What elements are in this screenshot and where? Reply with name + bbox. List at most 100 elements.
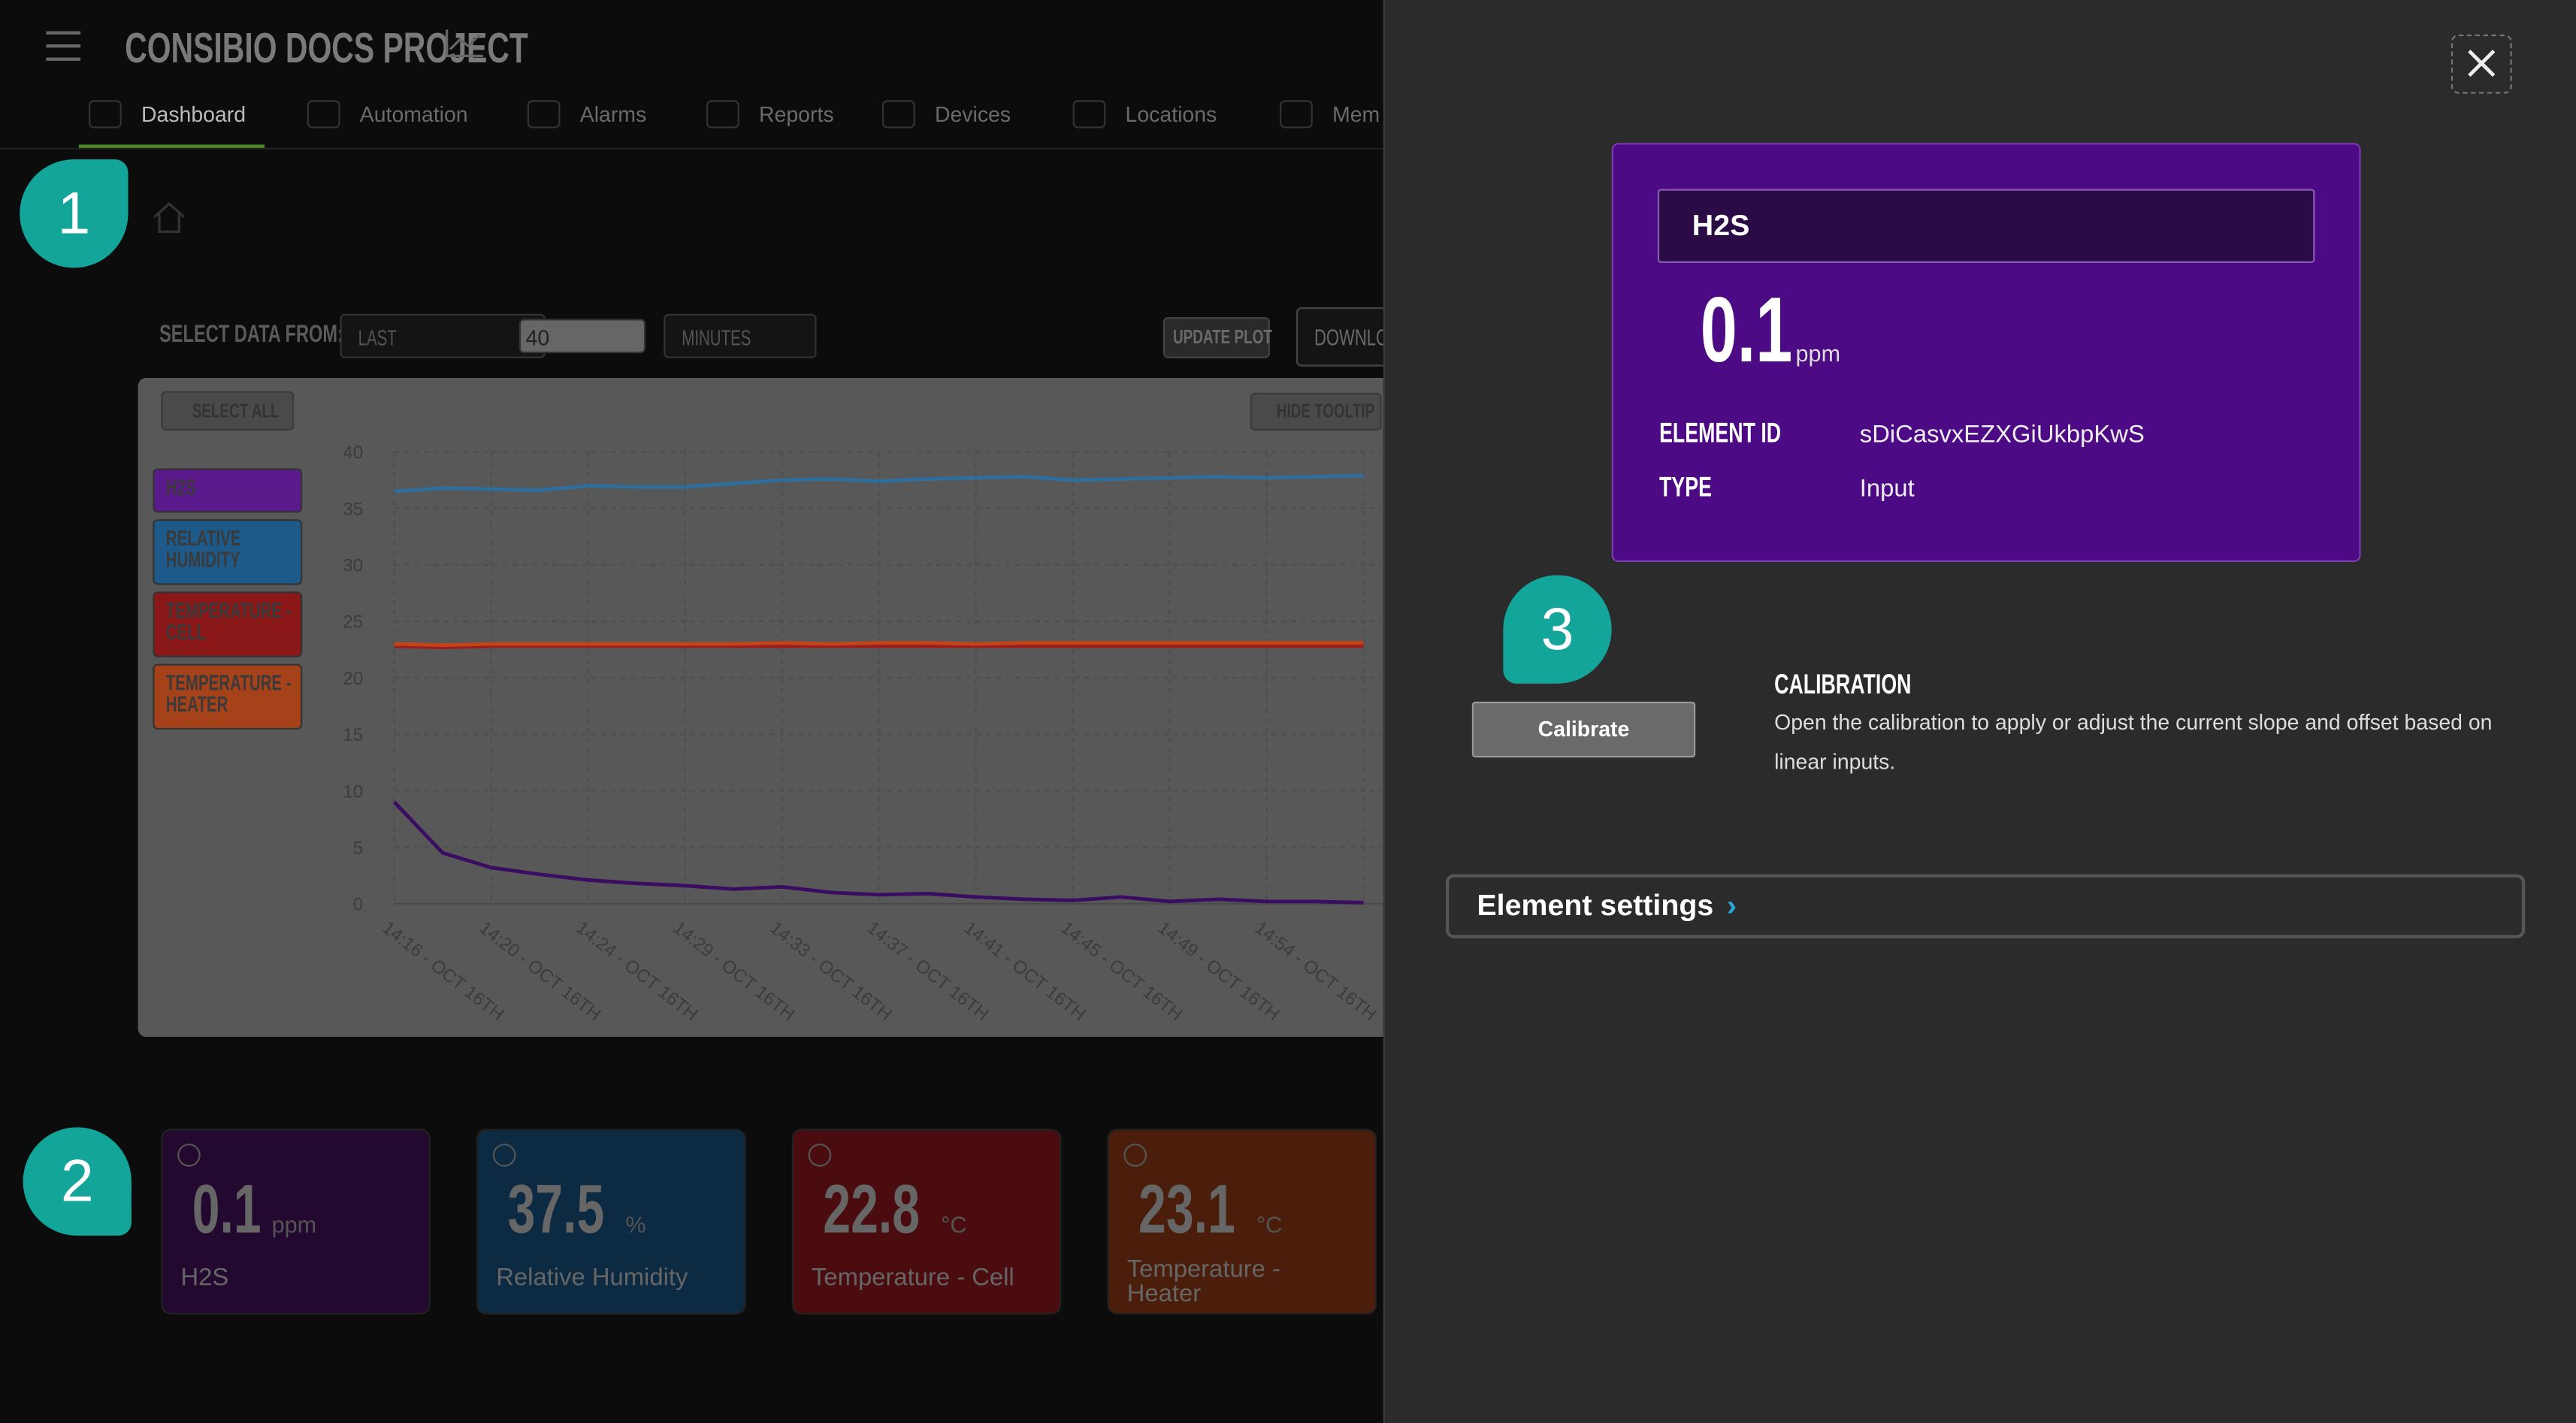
calibration-title: CALIBRATION	[1774, 669, 1964, 702]
tile-unit: °C	[1256, 1210, 1283, 1237]
nav-item[interactable]: Devices	[934, 101, 1011, 127]
tile-unit: %	[625, 1210, 646, 1237]
tile-name: Temperature - Heater	[1126, 1255, 1280, 1308]
type-label-text: TYPE	[1659, 471, 1712, 503]
card-unit: ppm	[1795, 340, 1841, 367]
nav-item[interactable]: Mem	[1332, 101, 1380, 127]
legend-item[interactable]: H2S	[153, 468, 303, 513]
tile-name: Temperature - Cell	[811, 1263, 1014, 1292]
tile-value: 23.1	[1138, 1170, 1235, 1247]
tile-unit: ppm	[271, 1210, 317, 1237]
legend-label: H2S	[165, 475, 196, 500]
detail-panel: H2S 0.1 ppm ELEMENT ID sDiCasvxEZXGiUkbp…	[1383, 0, 2576, 1423]
card-value-text: 0.1	[1700, 277, 1793, 382]
range-select[interactable]: LAST	[340, 313, 546, 358]
range-label: SELECT DATA FROM:	[159, 320, 415, 348]
legend-item[interactable]: TEMPERATURE - CELL	[153, 591, 303, 657]
value-tile[interactable]: 22.8 °C Temperature - Cell	[791, 1128, 1062, 1315]
legend-label: TEMPERATURE - CELL	[165, 598, 292, 645]
y-tick-label: 0	[353, 895, 363, 915]
menu-button[interactable]	[46, 29, 82, 62]
nav-icon	[527, 100, 561, 128]
nav-icon	[1072, 100, 1106, 128]
type-label: TYPE	[1659, 472, 1732, 505]
amount-value: 40	[525, 325, 550, 350]
app-title-text: CONSIBIO DOCS PROJECT	[125, 23, 528, 73]
y-tick-label: 5	[353, 838, 363, 858]
id-value: sDiCasvxEZXGiUkbpKwS	[1859, 420, 2145, 449]
nav-item[interactable]: Automation	[359, 101, 468, 127]
legend-label: TEMPERATURE - HEATER	[165, 670, 292, 717]
y-tick-label: 30	[343, 556, 363, 576]
update-button[interactable]: UPDATE PLOT	[1163, 317, 1272, 358]
value-tile[interactable]: 23.1 °C Temperature - Heater	[1107, 1128, 1377, 1315]
nav-item[interactable]: Reports	[759, 101, 834, 127]
legend-item[interactable]: RELATIVE HUMIDITY	[153, 519, 303, 585]
tile-value-wrap: 22.8 °C	[823, 1170, 966, 1249]
chart-card: SELECT ALL HIDE TOOLTIP H2S RELATIVE HUMI…	[138, 378, 1383, 1038]
tile-value: 37.5	[507, 1170, 605, 1247]
nav-active-underline	[78, 144, 265, 148]
app-title: CONSIBIO DOCS PROJECT	[125, 23, 685, 74]
range-value: LAST	[358, 325, 397, 350]
hide-tooltip-button[interactable]: HIDE TOOLTIP	[1250, 392, 1382, 431]
unit-select[interactable]: MINUTES	[664, 313, 817, 358]
series-line	[392, 800, 1364, 905]
y-tick-label: 40	[343, 443, 363, 463]
download-text: DOWNLOA	[1314, 323, 1383, 350]
hide-tooltip-text: HIDE TOOLTIP	[1276, 399, 1375, 423]
element-card: H2S 0.1 ppm ELEMENT ID sDiCasvxEZXGiUkbp…	[1611, 143, 2361, 562]
calibration-text: Open the calibration to apply or adjust …	[1774, 709, 2493, 775]
element-settings[interactable]: Element settings ›	[1445, 874, 2526, 938]
y-tick-label: 25	[343, 612, 363, 633]
series-line	[394, 644, 1364, 649]
legend-item[interactable]: TEMPERATURE - HEATER	[153, 663, 303, 730]
tile-name: Relative Humidity	[496, 1263, 688, 1292]
nav-icon	[1280, 100, 1313, 128]
home-icon[interactable]	[151, 199, 187, 235]
tile-value: 0.1	[192, 1170, 262, 1247]
calibrate-button[interactable]: Calibrate	[1471, 701, 1696, 758]
y-tick-label: 35	[343, 499, 363, 519]
tile-icon	[492, 1144, 516, 1167]
series-line	[394, 473, 1364, 494]
badge: 3	[1503, 575, 1612, 684]
y-tick-label: 15	[343, 725, 363, 745]
nav-item[interactable]: Dashboard	[141, 101, 246, 127]
nav-item[interactable]: Locations	[1125, 101, 1217, 127]
nav-item[interactable]: Alarms	[579, 101, 647, 127]
y-tick-label: 20	[343, 669, 363, 689]
download-button[interactable]: DOWNLOA	[1296, 307, 1383, 367]
value-tile[interactable]: 37.5% Relative Humidity	[476, 1128, 746, 1315]
tile-value-wrap: 0.1 ppm	[192, 1170, 316, 1249]
legend-label: RELATIVE HUMIDITY	[165, 525, 241, 573]
series-line	[394, 641, 1364, 647]
tile-value-wrap: 23.1 °C	[1138, 1170, 1282, 1249]
range-label-text: SELECT DATA FROM:	[159, 320, 343, 349]
tile-unit: °C	[941, 1210, 967, 1237]
value-tile[interactable]: 0.1 ppm H2S	[161, 1128, 431, 1315]
close-button[interactable]	[2451, 34, 2514, 95]
tile-icon	[1123, 1144, 1147, 1167]
tile-name: H2S	[180, 1263, 229, 1292]
nav-icon	[882, 100, 915, 128]
badge: 2	[23, 1127, 132, 1236]
select-all-button[interactable]: SELECT ALL	[161, 391, 295, 431]
nav-icon	[89, 100, 122, 128]
nav-icon	[706, 100, 739, 128]
tile-value: 22.8	[823, 1170, 920, 1247]
update-text: UPDATE PLOT	[1172, 325, 1272, 349]
amount-input[interactable]: 40	[519, 319, 646, 354]
tile-icon	[808, 1144, 832, 1167]
tile-value-wrap: 37.5%	[508, 1170, 646, 1249]
card-title: H2S	[1657, 189, 2315, 263]
type-value: Input	[1859, 475, 1915, 503]
tile-icon	[177, 1144, 201, 1167]
unit-value: MINUTES	[682, 325, 751, 350]
id-label-text: ELEMENT ID	[1659, 417, 1782, 449]
id-label: ELEMENT ID	[1659, 418, 1828, 451]
nav-icon	[307, 100, 340, 128]
dashboard: CONSIBIO DOCS PROJECT Dashboard Automatio…	[0, 23, 1383, 1315]
